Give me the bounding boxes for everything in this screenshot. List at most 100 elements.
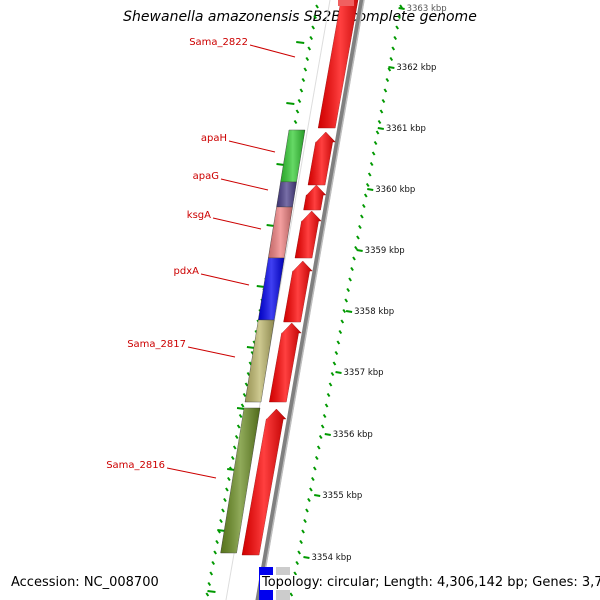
outer-tick — [346, 287, 350, 293]
inner-tick — [305, 56, 310, 62]
inner-tick — [244, 382, 249, 387]
gene-block-shade-Sama_2816 — [220, 408, 261, 553]
gene-leader-line — [200, 273, 250, 286]
gene-leader-line — [212, 217, 262, 230]
outer-tick — [320, 424, 325, 429]
scale-major-tick — [367, 188, 374, 191]
inner-tick — [223, 497, 227, 503]
outer-tick — [352, 256, 356, 261]
outer-tick — [318, 434, 323, 440]
inner-tick — [293, 119, 298, 125]
outer-tick — [312, 466, 317, 471]
inner-tick — [225, 487, 229, 492]
scale-major-tick — [335, 371, 342, 374]
inner-major-tick — [296, 41, 305, 44]
cds-arrow-shade — [283, 261, 313, 322]
gene-leader-line — [249, 44, 296, 58]
outer-tick — [311, 476, 315, 482]
inner-tick — [246, 371, 251, 377]
inner-tick — [238, 413, 243, 419]
outer-tick — [307, 497, 311, 503]
outer-tick — [373, 140, 378, 146]
inner-tick — [211, 560, 216, 566]
scale-label: 3356 kbp — [333, 430, 373, 440]
gene-block-shade-Sama_2817 — [245, 320, 275, 402]
outer-tick — [301, 529, 305, 534]
inner-tick — [215, 539, 219, 545]
outer-tick — [314, 455, 319, 461]
scale-major-tick — [388, 66, 395, 69]
outer-tick — [344, 298, 349, 303]
cds-arrow-shade — [303, 185, 326, 210]
gene-block-shade-apaG — [276, 182, 297, 207]
outer-tick — [342, 308, 347, 314]
outer-tick — [338, 329, 343, 335]
genome-backbone-highlight — [259, 0, 365, 600]
outer-tick — [375, 130, 380, 135]
inner-major-tick — [286, 102, 295, 105]
gene-leader-line — [187, 346, 236, 358]
outer-tick — [332, 361, 337, 366]
scale-label: 3357 kbp — [344, 368, 384, 378]
outer-tick — [334, 350, 339, 356]
scale-label: 3354 kbp — [311, 553, 351, 563]
inner-tick — [303, 67, 308, 72]
outer-tick — [309, 487, 313, 492]
outer-tick — [299, 539, 303, 545]
outer-tick — [393, 35, 398, 41]
gene-leader-line — [228, 140, 276, 153]
gene-block-shade-apaH — [280, 130, 305, 182]
scale-major-tick — [398, 7, 405, 10]
inner-tick — [219, 518, 223, 524]
inner-tick — [297, 98, 302, 104]
outer-tick — [303, 518, 307, 524]
outer-tick — [295, 560, 300, 566]
outer-tick — [305, 508, 309, 513]
outer-tick — [289, 592, 294, 597]
inner-tick — [311, 25, 315, 30]
outer-tick — [379, 109, 384, 114]
inner-tick — [234, 434, 239, 440]
outer-tick — [356, 235, 360, 240]
scale-major-tick — [377, 127, 384, 130]
outer-tick — [336, 340, 341, 345]
inner-tick — [230, 455, 235, 461]
gene-leader-line — [220, 178, 269, 191]
outer-tick — [297, 550, 301, 555]
inner-tick — [242, 392, 247, 398]
inner-tick — [236, 424, 241, 429]
inner-tick — [232, 445, 237, 450]
outer-tick — [395, 25, 399, 30]
outer-tick — [397, 14, 401, 20]
scale-major-tick — [356, 249, 363, 252]
outer-tick — [322, 413, 327, 419]
scale-label: 3362 kbp — [396, 63, 436, 73]
outer-tick — [381, 98, 386, 104]
gene-label-apaH: apaH — [201, 133, 227, 144]
outer-tick — [324, 403, 329, 408]
inner-tick — [240, 403, 245, 408]
outer-tick — [360, 214, 364, 219]
outer-tick — [358, 224, 362, 230]
inner-tick — [313, 14, 317, 20]
scale-label: 3355 kbp — [322, 491, 362, 501]
outer-tick — [293, 571, 298, 576]
map-title: Shewanella amazonensis SB2B, complete ge… — [123, 9, 477, 25]
gene-block-shade-pdxA — [258, 258, 285, 320]
scale-label: 3361 kbp — [386, 124, 426, 134]
scale-label: 3360 kbp — [375, 185, 415, 195]
outer-tick — [365, 182, 370, 188]
cds-arrow-offscreen — [338, 0, 354, 6]
inner-tick — [205, 592, 210, 597]
outer-tick — [363, 193, 368, 198]
gene-block-shade-ksgA — [268, 207, 293, 258]
accession-text: Accession: NC_008700 — [9, 575, 161, 590]
inner-tick — [301, 77, 306, 83]
gene-label-ksgA: ksgA — [187, 210, 211, 221]
scale-major-tick — [314, 494, 321, 497]
scale-major-tick — [324, 433, 331, 436]
outer-tick — [348, 277, 352, 282]
scale-label: 3358 kbp — [354, 307, 394, 317]
outer-tick — [361, 203, 366, 209]
